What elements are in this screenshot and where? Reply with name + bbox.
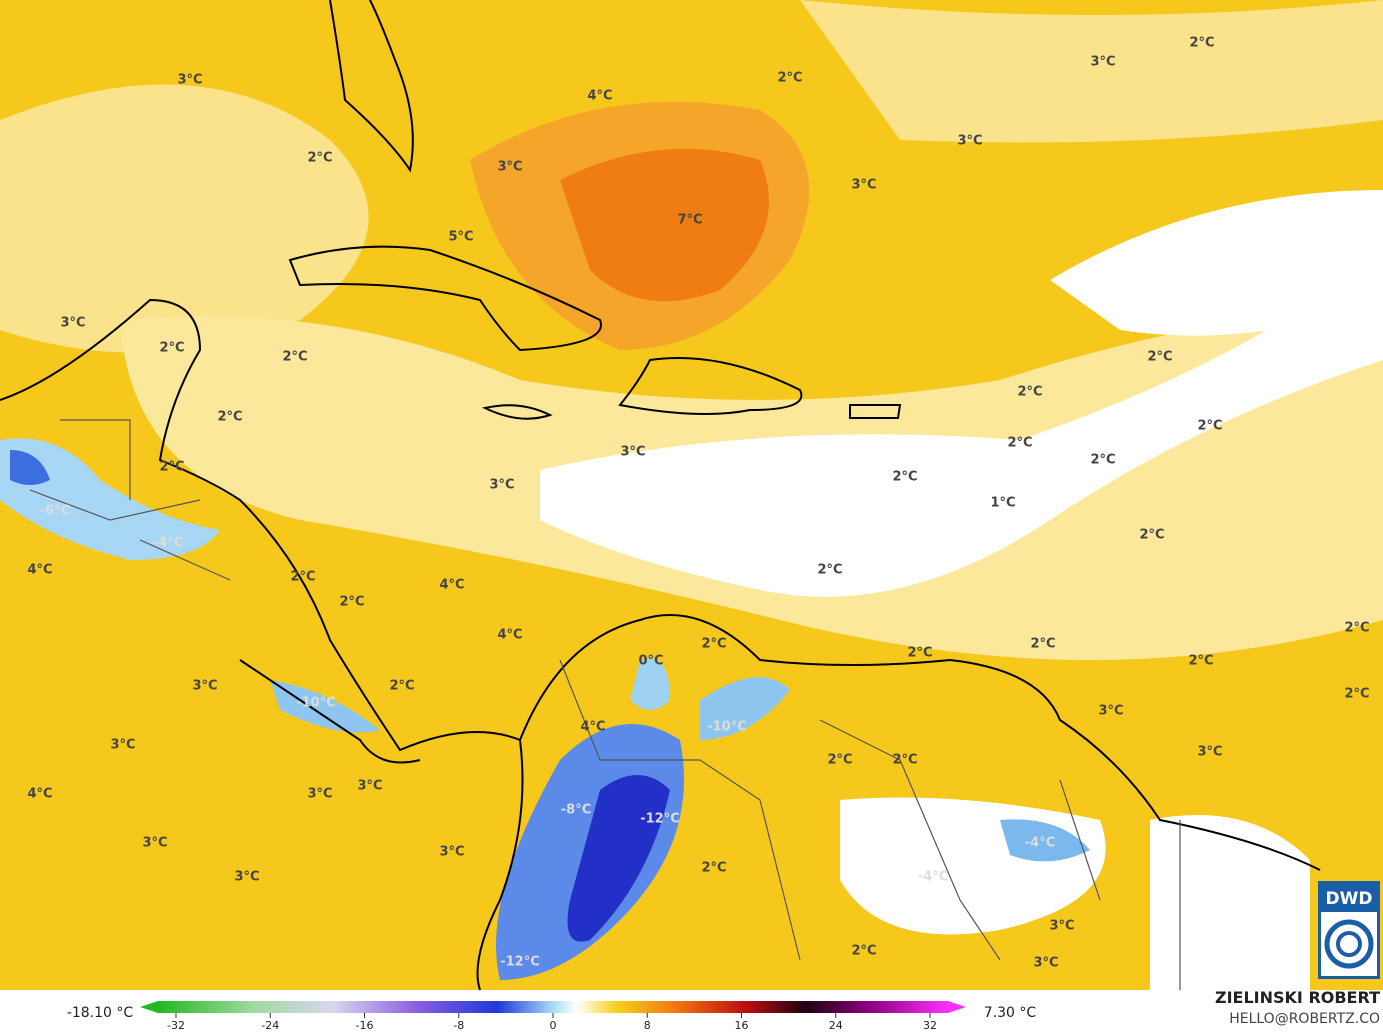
temp-label: -4°C [918,870,948,885]
temp-label: 3°C [234,870,259,885]
temp-label: 3°C [110,738,135,753]
contact: HELLO@ROBERTZ.CO [1229,1011,1380,1027]
temp-label: 3°C [1197,745,1222,760]
temp-label: 2°C [892,470,917,485]
temp-label: 2°C [1139,528,1164,543]
temp-label: 3°C [957,134,982,149]
temp-label: 2°C [701,637,726,652]
colorbar-tick-label: -24 [261,1019,279,1032]
temp-label: 2°C [389,679,414,694]
temp-label: 2°C [701,861,726,876]
temp-label: 1°C [990,496,1015,511]
temp-label: 3°C [620,445,645,460]
temp-label: 3°C [357,779,382,794]
temp-label: -12°C [500,955,540,970]
temp-label: 7°C [677,213,702,228]
temp-label: 4°C [587,89,612,104]
author: ZIELINSKI ROBERT [1215,988,1380,1007]
temp-label: 2°C [1030,637,1055,652]
temp-label: 3°C [307,787,332,802]
temp-label: 2°C [1344,687,1369,702]
temp-label: -12°C [640,812,680,827]
temp-label: 2°C [1017,385,1042,400]
temp-label: -8°C [561,803,591,818]
temp-label: 3°C [489,478,514,493]
temp-label: 3°C [60,316,85,331]
temp-label: 3°C [439,845,464,860]
temp-label: 2°C [159,341,184,356]
temp-label: 2°C [851,944,876,959]
temp-label: 2°C [217,410,242,425]
temp-label: 2°C [1189,36,1214,51]
temp-label: 2°C [1344,621,1369,636]
temp-label: 3°C [1049,919,1074,934]
colorbar-tick-label: 0 [550,1019,557,1032]
field [0,0,1383,990]
temp-label: 2°C [282,350,307,365]
temp-label: -6°C [40,504,70,519]
temp-label: 2°C [907,646,932,661]
temp-label: 2°C [892,753,917,768]
logo: DWD [1318,881,1380,979]
temp-label: -10°C [707,720,747,735]
temp-label: -10°C [296,696,336,711]
colorbar-tick-label: 8 [644,1019,651,1032]
temp-label: 2°C [159,460,184,475]
temp-label: 2°C [1197,419,1222,434]
temp-label: 5°C [448,230,473,245]
colorbar-tick-label: 16 [735,1019,749,1032]
borders [29,419,1181,990]
temp-label: 2°C [290,570,315,585]
colorbar: -32 -24 -16 -8 0 8 16 24 32 [140,1001,966,1032]
temp-label: 4°C [580,720,605,735]
coastlines [0,0,1321,991]
temp-label: 2°C [307,151,332,166]
temp-label: 4°C [439,578,464,593]
logo-ring [1336,931,1362,957]
colorbar-min: -18.10 °C [67,1005,134,1021]
colorbar-tick-label: 24 [829,1019,843,1032]
logo-text: DWD [1326,889,1373,909]
temp-label: 3°C [1098,704,1123,719]
logo-ring [1324,919,1374,969]
colorbar-tick-label: -16 [356,1019,374,1032]
temp-label: 2°C [1090,453,1115,468]
temp-label: 3°C [142,836,167,851]
temp-label: 4°C [27,787,52,802]
label-layer: 3°C 2°C 2°C 3°C 4°C 3°C 2°C 3°C 3°C 7°C 5°C 3°C 2°C 2… [27,36,1369,971]
colorbar-tick-label: 32 [923,1019,937,1032]
temp-label: 3°C [177,73,202,88]
colorbar-ramp [158,1001,948,1013]
temp-label: 2°C [339,595,364,610]
temp-label: 2°C [1188,654,1213,669]
temp-label: 3°C [497,160,522,175]
temp-label: 2°C [1147,350,1172,365]
temp-label: 4°C [27,563,52,578]
temp-label: 2°C [827,753,852,768]
colorbar-tick-label: -32 [167,1019,185,1032]
temp-label: 4°C [497,628,522,643]
temp-label: 2°C [817,563,842,578]
temp-label: 2°C [777,71,802,86]
temp-label: 0°C [638,654,663,669]
temp-label: -4°C [153,536,183,551]
temp-label: 3°C [851,178,876,193]
temp-label: 3°C [192,679,217,694]
temp-label: 3°C [1090,55,1115,70]
colorbar-max: 7.30 °C [984,1005,1037,1021]
colorbar-high-end [948,1001,966,1013]
temp-label: -4°C [1025,836,1055,851]
temp-label: 3°C [1033,956,1058,971]
temp-label: 2°C [1007,436,1032,451]
colorbar-low-end [140,1001,158,1013]
colorbar-tick-label: -8 [453,1019,464,1032]
